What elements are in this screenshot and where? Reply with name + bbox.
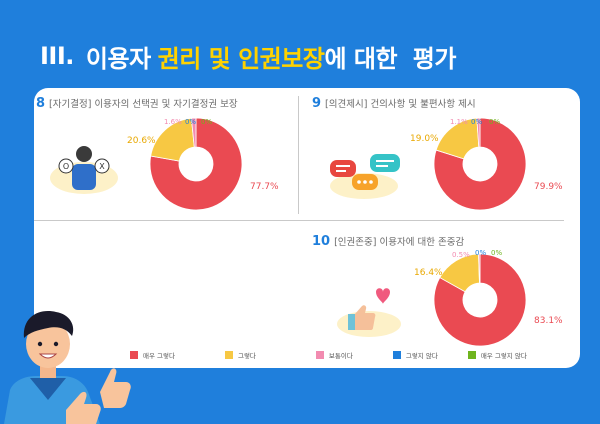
pct-yes: 16.4% xyxy=(414,268,443,278)
svg-text:O: O xyxy=(63,162,69,171)
legend-swatch xyxy=(130,351,138,359)
pct-yes: 19.0% xyxy=(410,134,439,144)
thumbs-up-heart-icon xyxy=(337,288,401,337)
page-title: III. 이용자 권리 및 인권보장 에 대한 평가 xyxy=(40,38,456,74)
legend-item: 매우 그렇지 않다 xyxy=(467,350,527,360)
legend-label: 보통이다 xyxy=(328,352,353,360)
pct-yes: 20.6% xyxy=(127,136,156,146)
legend-label: 그렇다 xyxy=(237,352,256,360)
legend-item: 매우 그렇다 xyxy=(130,350,175,360)
section-8-header: 8 [자기결정] 이용자의 선택권 및 자기결정권 보장 xyxy=(36,96,238,111)
pct-very-no: 0% xyxy=(201,118,213,126)
legend-swatch xyxy=(315,351,324,359)
legend-label: 매우 그렇다 xyxy=(143,352,175,360)
section-text: [의견제시] 건의사항 및 불편사항 제시 xyxy=(325,99,476,110)
legend-label: 매우 그렇지 않다 xyxy=(480,352,527,360)
pct-very-no: 0% xyxy=(489,118,501,126)
title-part2: 에 대한 평가 xyxy=(324,44,456,73)
chart-legend: 매우 그렇다 그렇다 보통이다 그렇지 않다 매우 그렇지 않다 xyxy=(130,350,547,360)
section-number: 8 xyxy=(36,96,46,111)
title-part1: 이용자 xyxy=(85,44,151,73)
legend-swatch xyxy=(467,351,476,359)
svg-text:X: X xyxy=(99,162,105,171)
choice-person-icon: O X xyxy=(50,146,118,194)
pct-no: 0% xyxy=(185,118,197,126)
title-roman-numeral: III. xyxy=(40,42,74,70)
pct-neutral: 0.5% xyxy=(452,251,470,259)
horizontal-divider xyxy=(34,220,564,221)
donut-chart-8 xyxy=(149,117,243,211)
legend-swatch xyxy=(392,351,401,359)
pct-very-yes: 77.7% xyxy=(250,182,279,192)
pct-very-yes: 79.9% xyxy=(534,182,563,192)
donut-chart-9 xyxy=(433,117,527,211)
slice-very-yes xyxy=(433,253,527,347)
section-number: 10 xyxy=(312,234,331,249)
slice-neutral xyxy=(190,117,197,148)
speech-bubble-icon xyxy=(330,154,400,199)
pct-neutral: 1.1% xyxy=(450,118,468,126)
legend-item: 그렇다 xyxy=(224,350,256,360)
section-10-header: 10 [인권존중] 이용자에 대한 존중감 xyxy=(312,234,464,249)
vertical-divider xyxy=(298,96,299,214)
thumbs-up-person-illustration xyxy=(4,311,131,424)
legend-label: 그렇지 않다 xyxy=(405,352,438,360)
section-number: 9 xyxy=(312,96,322,111)
pct-neutral: 1.6% xyxy=(164,118,182,126)
donut-chart-10 xyxy=(433,253,527,347)
legend-swatch xyxy=(224,351,233,359)
pct-very-no: 0% xyxy=(491,249,503,257)
slice-very-yes xyxy=(433,117,527,211)
results-card: 8 [자기결정] 이용자의 선택권 및 자기결정권 보장 O X 77.7% 2… xyxy=(34,88,580,368)
section-text: [자기결정] 이용자의 선택권 및 자기결정권 보장 xyxy=(49,99,238,110)
slice-neutral xyxy=(476,117,481,148)
pct-very-yes: 83.1% xyxy=(534,316,563,326)
title-highlight: 권리 및 인권보장 xyxy=(157,44,325,73)
legend-item: 그렇지 않다 xyxy=(392,350,438,360)
section-text: [인권존중] 이용자에 대한 존중감 xyxy=(334,237,465,248)
legend-item: 보통이다 xyxy=(315,350,353,360)
pct-no: 0% xyxy=(475,249,487,257)
pct-no: 0% xyxy=(471,118,483,126)
slice-neutral xyxy=(478,253,481,284)
section-9-header: 9 [의견제시] 건의사항 및 불편사항 제시 xyxy=(312,96,476,111)
slice-very-yes xyxy=(149,117,243,211)
